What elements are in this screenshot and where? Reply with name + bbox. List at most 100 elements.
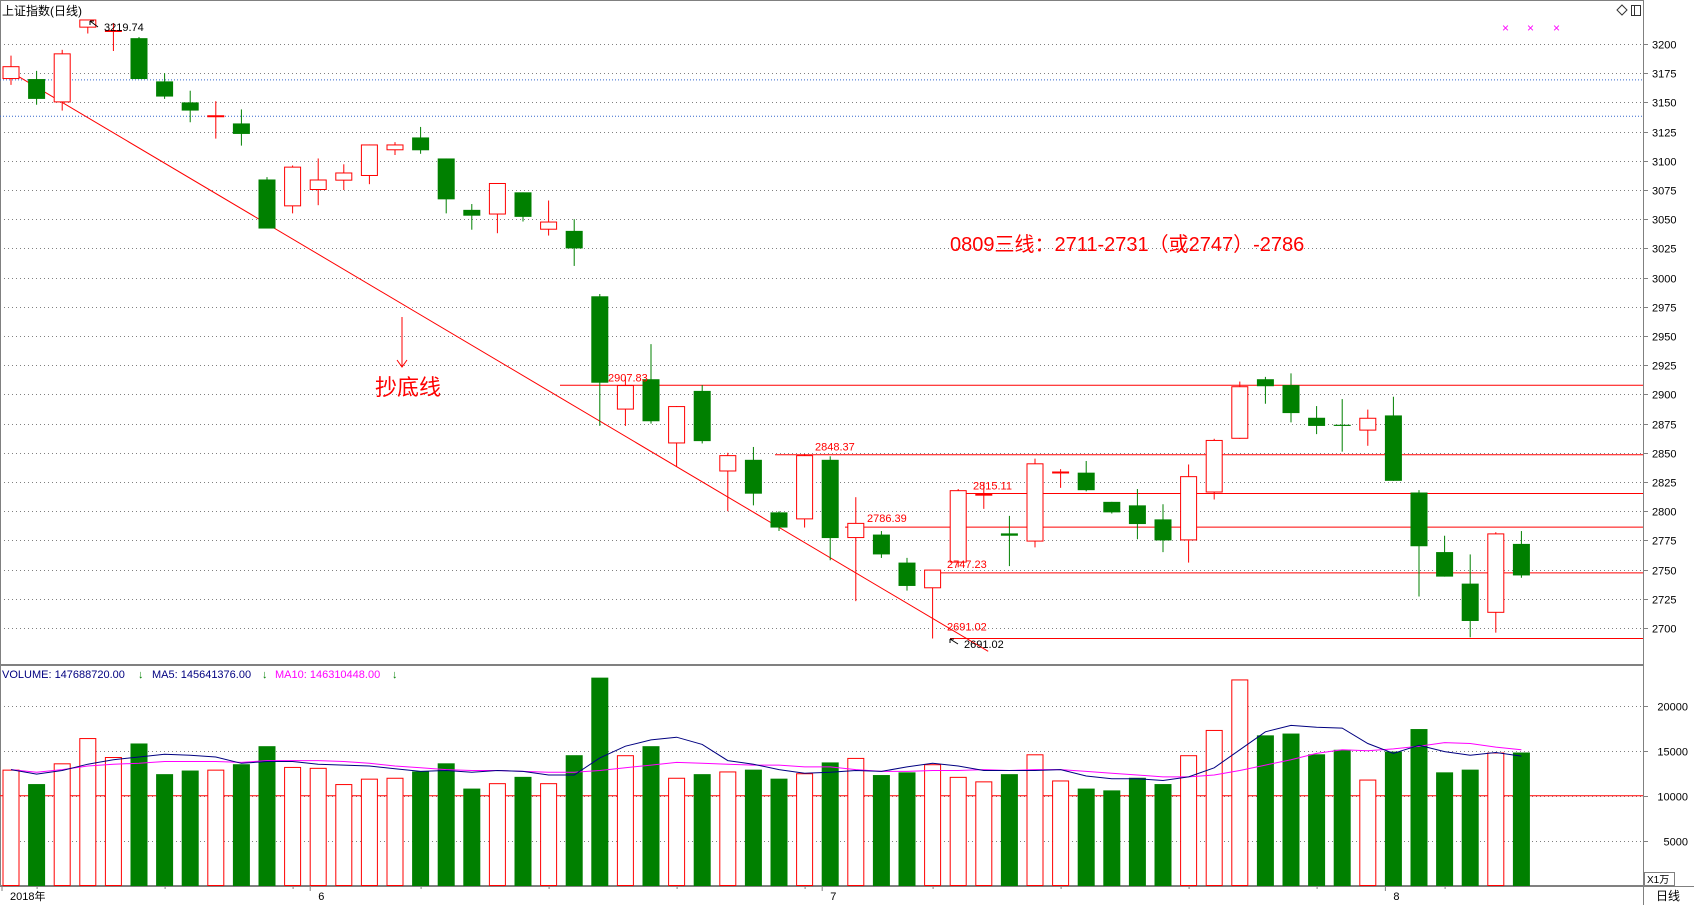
period-button[interactable]: 日线 <box>1656 889 1680 903</box>
price-tick-label: 2975 <box>1652 303 1676 315</box>
window-restore-icon[interactable] <box>1631 5 1641 16</box>
volume-bar <box>1000 774 1018 886</box>
ma10-line <box>10 742 1522 778</box>
volume-bar <box>514 776 532 886</box>
candle <box>693 385 711 444</box>
candle-body <box>975 493 993 496</box>
unit-badge: X1万 <box>1647 875 1669 886</box>
candle-body <box>1052 471 1070 474</box>
volume-bar <box>693 774 711 886</box>
candle-body <box>1256 379 1274 387</box>
level-labels: 2907.83 2848.37 2815.11 2786.39 2747.23 2691.… <box>608 372 1012 633</box>
lines-note: 0809三线：2711-2731（或2747）-2786 <box>950 233 1304 256</box>
candle-body <box>565 230 583 249</box>
candle-body <box>1077 472 1095 491</box>
volume-bar <box>258 746 276 886</box>
candle <box>744 446 762 506</box>
candle-body <box>770 512 788 528</box>
candle-body <box>181 102 199 111</box>
candle <box>1000 515 1018 567</box>
price-tick-label: 3025 <box>1652 244 1676 256</box>
volume-bar <box>796 773 814 886</box>
volume-bar <box>79 738 97 886</box>
candle-body <box>514 192 532 217</box>
volume-legend: VOLUME: 147688720.00 <box>2 669 125 681</box>
candle-body <box>156 81 174 97</box>
volume-bar <box>360 778 378 887</box>
candle <box>53 49 71 111</box>
candle <box>1512 531 1530 578</box>
candle <box>719 452 737 512</box>
volume-bar <box>412 771 430 886</box>
candle-body <box>207 115 225 118</box>
candle <box>284 165 302 214</box>
candle-body <box>412 137 430 151</box>
price-tick-label: 2875 <box>1652 420 1676 432</box>
volume-arrow-icon: ↓ <box>138 669 144 681</box>
date-tick-label: 7 <box>830 891 836 903</box>
date-tick-label: 6 <box>318 891 324 903</box>
candle-body <box>1180 476 1198 541</box>
candle <box>463 204 481 230</box>
ma5-line <box>10 724 1522 782</box>
volume-bar <box>130 743 148 886</box>
ma10-arrow-icon: ↓ <box>392 669 398 681</box>
volume-bar <box>386 777 404 887</box>
volume-bar <box>1308 754 1326 886</box>
candle-body <box>1512 543 1530 576</box>
candle <box>1103 501 1121 514</box>
candle <box>1052 469 1070 488</box>
volume-bar <box>1282 733 1300 886</box>
price-tick-label: 2750 <box>1652 566 1676 578</box>
price-tick-label: 2825 <box>1652 478 1676 490</box>
candle-body <box>1461 583 1479 621</box>
volume-bar <box>1103 790 1121 886</box>
candle <box>130 36 148 80</box>
price-tick-label: 2850 <box>1652 449 1676 461</box>
candle <box>668 406 686 467</box>
volume-bar <box>463 788 481 886</box>
candle <box>386 142 404 155</box>
volume-bar <box>591 677 609 886</box>
candle <box>28 70 46 105</box>
candle-body <box>437 158 455 200</box>
volume-bar <box>668 777 686 887</box>
candle-body <box>821 459 839 539</box>
low-label: 2691.02 <box>964 639 1004 651</box>
candle-body <box>104 29 122 32</box>
candle <box>1256 376 1274 404</box>
candle-body <box>1205 439 1223 493</box>
price-tick-label: 3175 <box>1652 69 1676 81</box>
volume-bar <box>156 774 174 886</box>
candle-body <box>1333 424 1351 426</box>
volume-bar <box>847 757 865 887</box>
candle <box>1154 504 1172 553</box>
candle-body <box>79 19 97 28</box>
high-pointer-icon <box>89 20 99 28</box>
candle-body <box>898 562 916 586</box>
candle <box>360 144 378 185</box>
volume-bar <box>2 769 20 886</box>
candle <box>412 126 430 154</box>
diamond-icon[interactable] <box>1616 4 1628 16</box>
candle-body <box>1103 501 1121 513</box>
candle <box>1231 381 1249 439</box>
level-label: 2907.83 <box>608 372 648 384</box>
candle-body <box>1154 519 1172 541</box>
price-tick-label: 2725 <box>1652 595 1676 607</box>
candle <box>591 293 609 426</box>
candle-body <box>335 172 353 181</box>
candle-body <box>1282 385 1300 414</box>
volume-bar <box>1359 779 1377 887</box>
candle <box>898 557 916 591</box>
volume-bar <box>540 783 558 887</box>
price-tick-label: 3200 <box>1652 40 1676 52</box>
volume-bar <box>821 762 839 886</box>
volume-bar <box>1256 735 1274 886</box>
volume-bar <box>284 766 302 886</box>
candle <box>104 22 122 52</box>
candle-body <box>130 38 148 80</box>
marker-icon: × <box>1527 21 1534 35</box>
candle <box>770 511 788 532</box>
candle <box>1180 464 1198 563</box>
